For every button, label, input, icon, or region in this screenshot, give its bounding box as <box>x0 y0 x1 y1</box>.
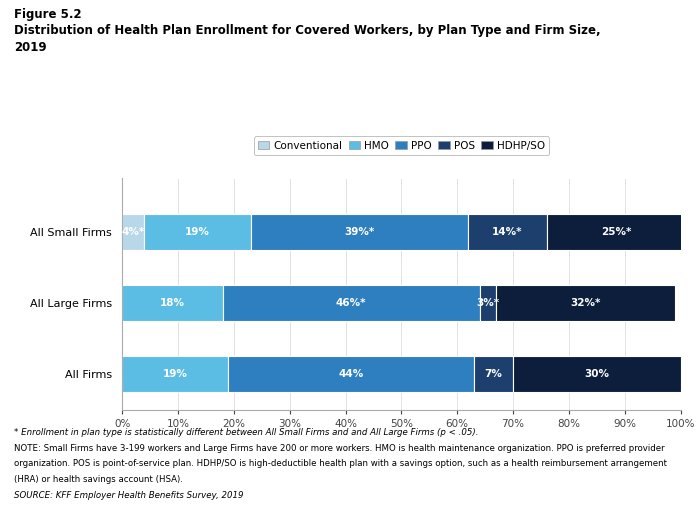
Text: * Enrollment in plan type is statistically different between All Small Firms and: * Enrollment in plan type is statistical… <box>14 428 478 437</box>
Text: (HRA) or health savings account (HSA).: (HRA) or health savings account (HSA). <box>14 475 183 484</box>
Text: 7%: 7% <box>484 369 503 379</box>
Text: 44%: 44% <box>339 369 364 379</box>
Text: 39%*: 39%* <box>344 227 375 237</box>
Text: 19%: 19% <box>185 227 210 237</box>
Text: 46%*: 46%* <box>336 298 366 308</box>
Text: Figure 5.2: Figure 5.2 <box>14 8 82 21</box>
Bar <box>228 356 474 392</box>
Text: NOTE: Small Firms have 3-199 workers and Large Firms have 200 or more workers. H: NOTE: Small Firms have 3-199 workers and… <box>14 444 664 453</box>
Bar <box>223 285 480 321</box>
Text: SOURCE: KFF Employer Health Benefits Survey, 2019: SOURCE: KFF Employer Health Benefits Sur… <box>14 491 244 500</box>
Bar <box>122 214 144 249</box>
Text: 32%*: 32%* <box>570 298 601 308</box>
Text: organization. POS is point-of-service plan. HDHP/SO is high-deductible health pl: organization. POS is point-of-service pl… <box>14 459 667 468</box>
Bar <box>513 356 681 392</box>
Bar <box>496 285 675 321</box>
Bar <box>474 356 513 392</box>
Bar <box>468 214 547 249</box>
Text: 30%: 30% <box>584 369 609 379</box>
Text: 19%: 19% <box>163 369 188 379</box>
Bar <box>122 285 223 321</box>
Text: 18%: 18% <box>160 298 185 308</box>
Bar <box>480 285 496 321</box>
Text: 2019: 2019 <box>14 41 47 55</box>
Text: Distribution of Health Plan Enrollment for Covered Workers, by Plan Type and Fir: Distribution of Health Plan Enrollment f… <box>14 24 600 37</box>
Text: 14%*: 14%* <box>492 227 523 237</box>
Text: 3%*: 3%* <box>476 298 500 308</box>
Bar <box>547 214 686 249</box>
Bar <box>122 356 228 392</box>
Bar <box>251 214 468 249</box>
Bar <box>144 214 251 249</box>
Legend: Conventional, HMO, PPO, POS, HDHP/SO: Conventional, HMO, PPO, POS, HDHP/SO <box>253 136 549 155</box>
Text: 25%*: 25%* <box>601 227 632 237</box>
Text: 4%*: 4%* <box>121 227 145 237</box>
